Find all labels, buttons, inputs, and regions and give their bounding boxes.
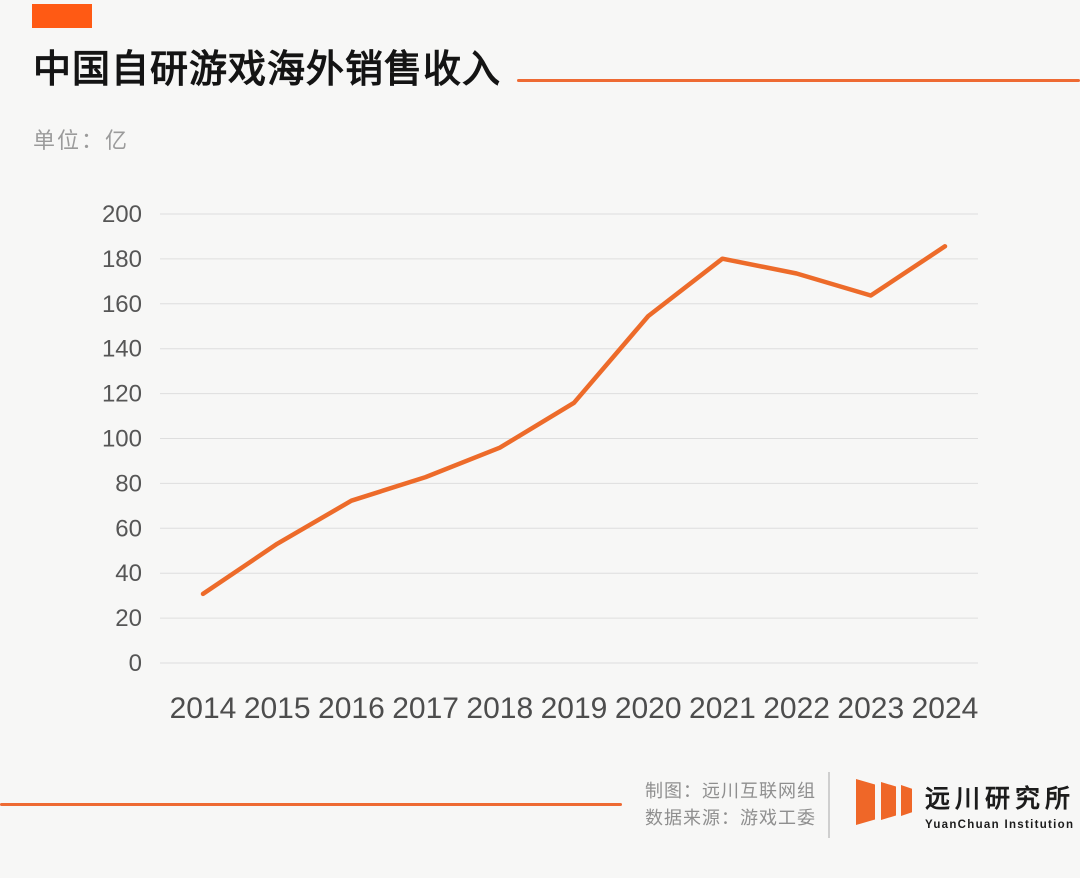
x-tick-label: 2019 [541,692,608,725]
y-tick-label: 120 [102,381,142,408]
logo-name-cn: 远川研究所 [925,785,1076,813]
credits: 制图：远川互联网组 数据来源：游戏工委 [645,778,816,832]
title-row: 中国自研游戏海外销售收入 [33,48,1080,94]
y-tick-label: 160 [102,291,142,318]
header-badge [32,4,92,28]
logo-name-en: YuanChuan Institution [925,819,1075,831]
x-tick-label: 2018 [466,692,533,725]
y-tick-label: 180 [102,246,142,273]
credit-data-source: 数据来源：游戏工委 [645,808,816,828]
logo-bars-icon [856,779,912,825]
x-tick-label: 2022 [763,692,830,725]
x-tick-label: 2014 [170,692,237,725]
x-tick-label: 2023 [837,692,904,725]
y-tick-label: 60 [115,515,142,542]
y-tick-label: 20 [115,605,142,632]
y-tick-label: 0 [129,650,142,677]
footer-divider [828,772,830,838]
x-tick-label: 2016 [318,692,385,725]
footer-rule [0,803,622,806]
page-title: 中国自研游戏海外销售收入 [33,49,502,91]
y-tick-label: 200 [102,201,142,228]
credit-chart-by: 制图：远川互联网组 [645,781,816,801]
x-tick-label: 2024 [912,692,979,725]
x-tick-label: 2021 [689,692,756,725]
unit-label: 单位：亿 [33,128,130,153]
y-tick-label: 140 [102,336,142,363]
x-tick-label: 2015 [244,692,311,725]
y-tick-label: 100 [102,426,142,453]
brand-logo: 远川研究所 YuanChuan Institution [856,779,1075,831]
y-tick-label: 80 [115,470,142,497]
y-tick-label: 40 [115,560,142,587]
x-tick-label: 2020 [615,692,682,725]
title-rule [517,79,1080,83]
revenue-line [200,244,948,597]
x-tick-label: 2017 [392,692,459,725]
